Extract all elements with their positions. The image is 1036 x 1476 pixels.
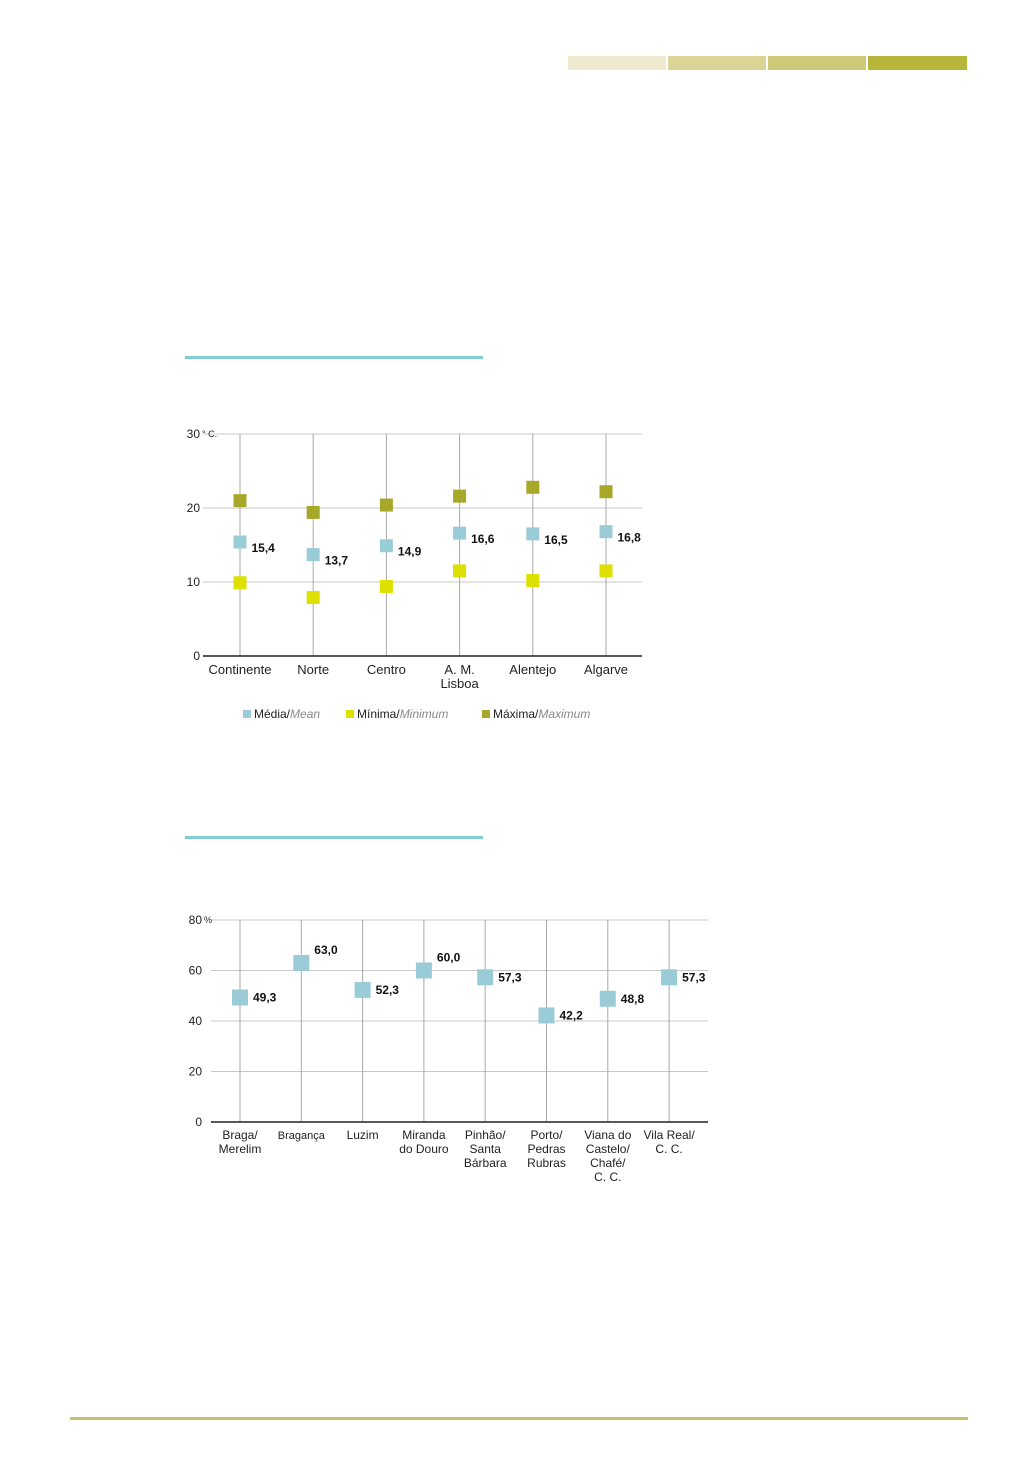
x-category-label: Pedras <box>527 1142 565 1156</box>
data-point <box>306 548 320 562</box>
y-tick-label: 20 <box>189 1065 203 1079</box>
header-segment-1 <box>568 56 666 70</box>
data-point <box>233 494 247 508</box>
y-tick-label: 20 <box>187 501 201 515</box>
data-point <box>526 527 540 541</box>
chart1-title-rule <box>185 356 483 359</box>
x-category-label: Chafé/ <box>590 1156 626 1170</box>
data-label: 52,3 <box>376 983 400 997</box>
x-category-label: Bragança <box>278 1130 326 1142</box>
x-category-label: Pinhão/ <box>465 1128 506 1142</box>
data-point <box>306 591 320 605</box>
x-category-label: C. C. <box>655 1142 682 1156</box>
data-label: 57,3 <box>498 970 522 984</box>
y-tick-label: 10 <box>187 575 201 589</box>
legend-swatch <box>346 710 354 718</box>
x-category-label: do Douro <box>399 1142 449 1156</box>
humidity-chart: 0 20 40 60 80 % Braga/Merelim Bragança Luzim Mira… <box>189 913 708 1184</box>
legend-label-en: Mean <box>290 707 320 721</box>
header-segment-4 <box>868 56 967 70</box>
data-label: 57,3 <box>682 970 706 984</box>
data-point <box>453 489 467 503</box>
data-label: 16,8 <box>618 531 642 545</box>
x-category-label: Centro <box>367 662 406 677</box>
legend-label-pt: Média/ <box>254 707 291 721</box>
y-tick-label: 80 <box>189 913 203 927</box>
legend-label-pt: Máxima/ <box>493 707 539 721</box>
data-point <box>232 989 248 1006</box>
x-category-label: C. C. <box>594 1170 621 1184</box>
legend-label-pt: Mínima/ <box>357 707 400 721</box>
y-unit-label: % <box>204 915 212 925</box>
temperature-chart: 0 10 20 30 ° C. Continente Norte Centro A. M.Lis… <box>187 427 642 721</box>
data-point <box>599 485 613 499</box>
data-point <box>233 576 247 590</box>
data-point <box>453 526 467 540</box>
x-category-label: Luzim <box>347 1128 379 1142</box>
header-segment-2 <box>668 56 766 70</box>
y-unit-label: ° C. <box>202 429 217 439</box>
y-tick-label: 40 <box>189 1014 203 1028</box>
data-label: 14,9 <box>398 545 422 559</box>
legend-swatch <box>482 710 490 718</box>
chart2-title-rule <box>185 836 483 839</box>
legend-label-en: Minimum <box>400 707 449 721</box>
data-point <box>233 535 247 549</box>
x-category-label: Algarve <box>584 662 628 677</box>
x-category-label: Alentejo <box>509 662 556 677</box>
data-point <box>599 564 613 578</box>
data-point <box>526 574 540 588</box>
x-category-label: Rubras <box>527 1156 566 1170</box>
data-point <box>379 498 393 512</box>
data-point <box>538 1007 555 1024</box>
legend-label: Média/Mean <box>254 707 320 721</box>
legend-swatch <box>243 710 251 718</box>
data-point <box>599 525 613 539</box>
data-label: 48,8 <box>621 992 645 1006</box>
data-point <box>415 962 432 979</box>
data-point <box>599 990 616 1007</box>
x-category-label: Porto/ <box>530 1128 563 1142</box>
x-category-label: Bárbara <box>464 1156 507 1170</box>
legend-label-en: Maximum <box>538 707 590 721</box>
x-category-label: Viana do <box>584 1128 631 1142</box>
data-point <box>453 564 467 578</box>
x-category-label: Braga/ <box>222 1128 258 1142</box>
data-point <box>354 981 371 998</box>
x-category-label: Norte <box>297 662 329 677</box>
data-point <box>379 579 393 593</box>
data-point <box>526 480 540 494</box>
data-label: 42,2 <box>560 1008 584 1022</box>
footer-rule <box>70 1417 968 1420</box>
data-point <box>306 505 320 519</box>
y-tick-label: 60 <box>189 964 203 978</box>
legend-label: Máxima/Maximum <box>493 707 590 721</box>
data-label: 60,0 <box>437 951 461 965</box>
data-label: 63,0 <box>314 943 338 957</box>
x-category-label: Castelo/ <box>586 1142 631 1156</box>
x-category-label: A. M. <box>444 662 474 677</box>
x-category-label: Lisboa <box>440 676 479 691</box>
data-point <box>379 539 393 553</box>
data-label: 49,3 <box>253 991 277 1005</box>
header-segment-3 <box>768 56 866 70</box>
y-tick-label: 0 <box>195 1115 202 1129</box>
data-label: 15,4 <box>252 541 276 555</box>
x-category-label: Vila Real/ <box>644 1128 696 1142</box>
y-tick-label: 0 <box>193 649 200 663</box>
data-label: 16,5 <box>544 533 568 547</box>
y-tick-label: 30 <box>187 427 201 441</box>
x-category-label: Merelim <box>219 1142 262 1156</box>
x-category-label: Santa <box>470 1142 502 1156</box>
data-point <box>293 954 310 971</box>
data-label: 13,7 <box>325 554 349 568</box>
x-category-label: Continente <box>209 662 272 677</box>
x-category-label: Miranda <box>402 1128 446 1142</box>
data-point <box>477 969 494 986</box>
legend-label: Mínima/Minimum <box>357 707 448 721</box>
data-label: 16,6 <box>471 532 495 546</box>
data-point <box>661 969 678 986</box>
